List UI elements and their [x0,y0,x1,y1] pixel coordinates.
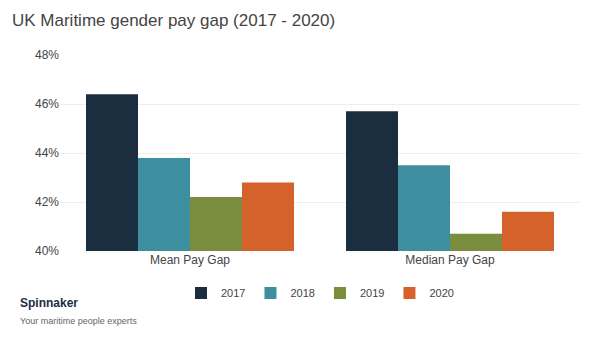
svg-text:40%: 40% [35,244,59,258]
svg-text:48%: 48% [35,48,59,62]
svg-text:2019: 2019 [360,287,384,299]
svg-text:UK Maritime gender pay gap (20: UK Maritime gender pay gap (2017 - 2020) [12,11,335,30]
svg-text:46%: 46% [35,97,59,111]
svg-text:Spinnaker: Spinnaker [20,296,78,310]
svg-text:Median Pay Gap: Median Pay Gap [405,253,495,267]
svg-text:Your maritime people experts: Your maritime people experts [20,316,137,326]
svg-text:2020: 2020 [429,287,453,299]
svg-text:42%: 42% [35,195,59,209]
svg-text:2017: 2017 [221,287,245,299]
svg-text:44%: 44% [35,146,59,160]
svg-text:Mean Pay Gap: Mean Pay Gap [150,253,230,267]
svg-text:2018: 2018 [290,287,314,299]
